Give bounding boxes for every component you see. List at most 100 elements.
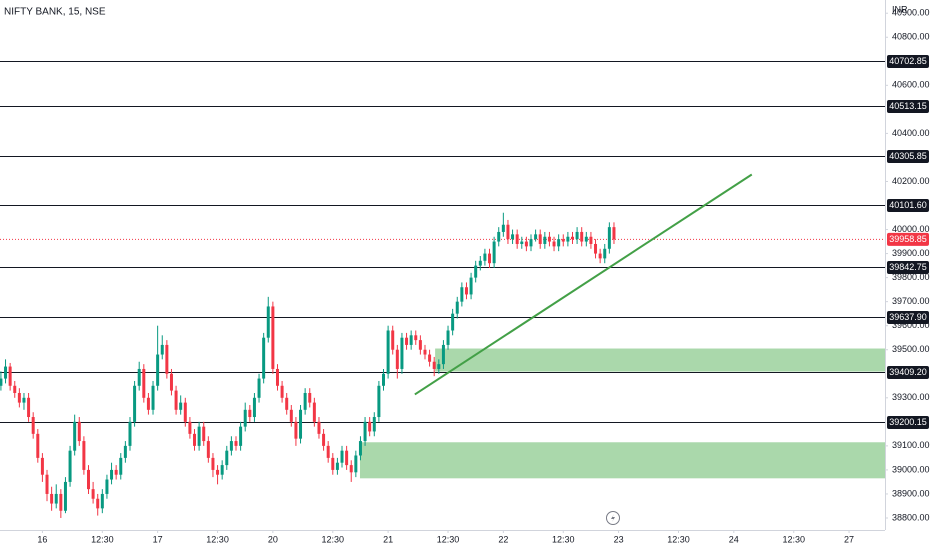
candle-body [13, 385, 17, 393]
y-tick-label: 39000.00 [892, 464, 930, 474]
level-label: 40101.60 [889, 200, 927, 210]
candle-body [8, 366, 12, 386]
candle-body [451, 313, 455, 331]
candle-body [174, 390, 178, 410]
candle-body [372, 417, 376, 432]
y-tick-label: 40200.00 [892, 176, 930, 186]
candle-body [294, 421, 298, 439]
candle-body [289, 409, 293, 422]
candle-body [464, 287, 468, 295]
x-tick-label: 22 [498, 534, 508, 544]
candle-body [488, 253, 492, 264]
y-tick-label: 38900.00 [892, 488, 930, 498]
candle-body [114, 469, 118, 475]
candle-body [87, 469, 90, 490]
candle-body [303, 392, 307, 410]
candle-body [31, 417, 35, 434]
y-tick-label: 40900.00 [892, 8, 930, 18]
candle-body [156, 354, 160, 386]
candle-body [363, 421, 367, 442]
candle-body [400, 337, 404, 369]
x-tick-label: 12:30 [322, 534, 345, 544]
candle-body [193, 433, 197, 446]
candle-body [483, 253, 487, 261]
candle-body [165, 344, 169, 374]
candle-body [326, 445, 330, 458]
candle-body [501, 224, 505, 232]
level-label-box [887, 366, 929, 379]
candle-body [409, 335, 413, 345]
candle-body [151, 385, 155, 410]
level-label-box [887, 199, 929, 212]
candle-body [252, 397, 256, 418]
candle-body [197, 426, 201, 446]
candle-body [216, 469, 220, 475]
candle-body [308, 392, 312, 403]
candle-body [368, 421, 372, 432]
zone [359, 442, 885, 479]
candle-body [100, 493, 104, 509]
level-label-box [887, 261, 929, 274]
candle-body [460, 287, 464, 302]
candle-body [262, 337, 266, 379]
candle-body [492, 241, 496, 264]
x-tick-label: 12:30 [667, 534, 690, 544]
candle-body [446, 330, 450, 345]
level-label-box [887, 100, 929, 113]
y-tick-label: 40000.00 [892, 224, 930, 234]
candle-body [561, 239, 565, 242]
level-label: 39409.20 [889, 367, 927, 377]
candle-body [50, 493, 54, 504]
x-tick-label: 16 [37, 534, 47, 544]
x-tick-label: 20 [268, 534, 278, 544]
candle-body [271, 306, 275, 369]
level-label-box [887, 311, 929, 324]
candle-body [580, 231, 584, 242]
y-tick-label: 40400.00 [892, 128, 930, 138]
candle-body [105, 479, 109, 494]
candle-body [206, 441, 210, 458]
candle-body [552, 241, 556, 247]
candle-body [391, 330, 395, 350]
candle-body [534, 234, 538, 240]
y-tick-label: 39500.00 [892, 344, 930, 354]
candle-body [234, 441, 238, 446]
candle-body [538, 234, 542, 244]
candle-body [575, 231, 579, 240]
candle-body [566, 236, 570, 242]
candle-body [54, 493, 58, 504]
x-tick-label: 12:30 [782, 534, 805, 544]
currency-label: INR [892, 4, 908, 14]
candle-body [515, 234, 519, 244]
candle-body [437, 364, 441, 369]
candle-body [506, 224, 510, 240]
y-tick-label: 40800.00 [892, 32, 930, 42]
last-price-box [887, 232, 929, 246]
level-label: 40305.85 [889, 151, 927, 161]
candle-body [377, 385, 381, 418]
candle-body [478, 260, 482, 266]
candle-body [441, 344, 445, 365]
candle-body [96, 498, 100, 509]
level-label: 39842.75 [889, 262, 927, 272]
candle-body [414, 335, 418, 341]
last-price-label: 39958.85 [889, 234, 927, 244]
y-tick-label: 38800.00 [892, 512, 930, 522]
candle-body [345, 450, 349, 466]
candle-body [557, 239, 561, 247]
candle-body [17, 392, 21, 403]
y-tick-label: 39800.00 [892, 272, 930, 282]
candle-body [358, 441, 362, 456]
candle-body [299, 409, 303, 439]
candle-body [612, 227, 616, 240]
level-label-box [887, 55, 929, 68]
candle-body [405, 337, 409, 345]
candle-body [354, 455, 358, 473]
candle-body [322, 433, 326, 446]
candle-body [248, 409, 252, 418]
plot-area [0, 61, 885, 518]
candle-body [529, 239, 533, 247]
candle-body [312, 402, 316, 422]
candle-body [280, 385, 284, 398]
candle-body [340, 450, 344, 463]
